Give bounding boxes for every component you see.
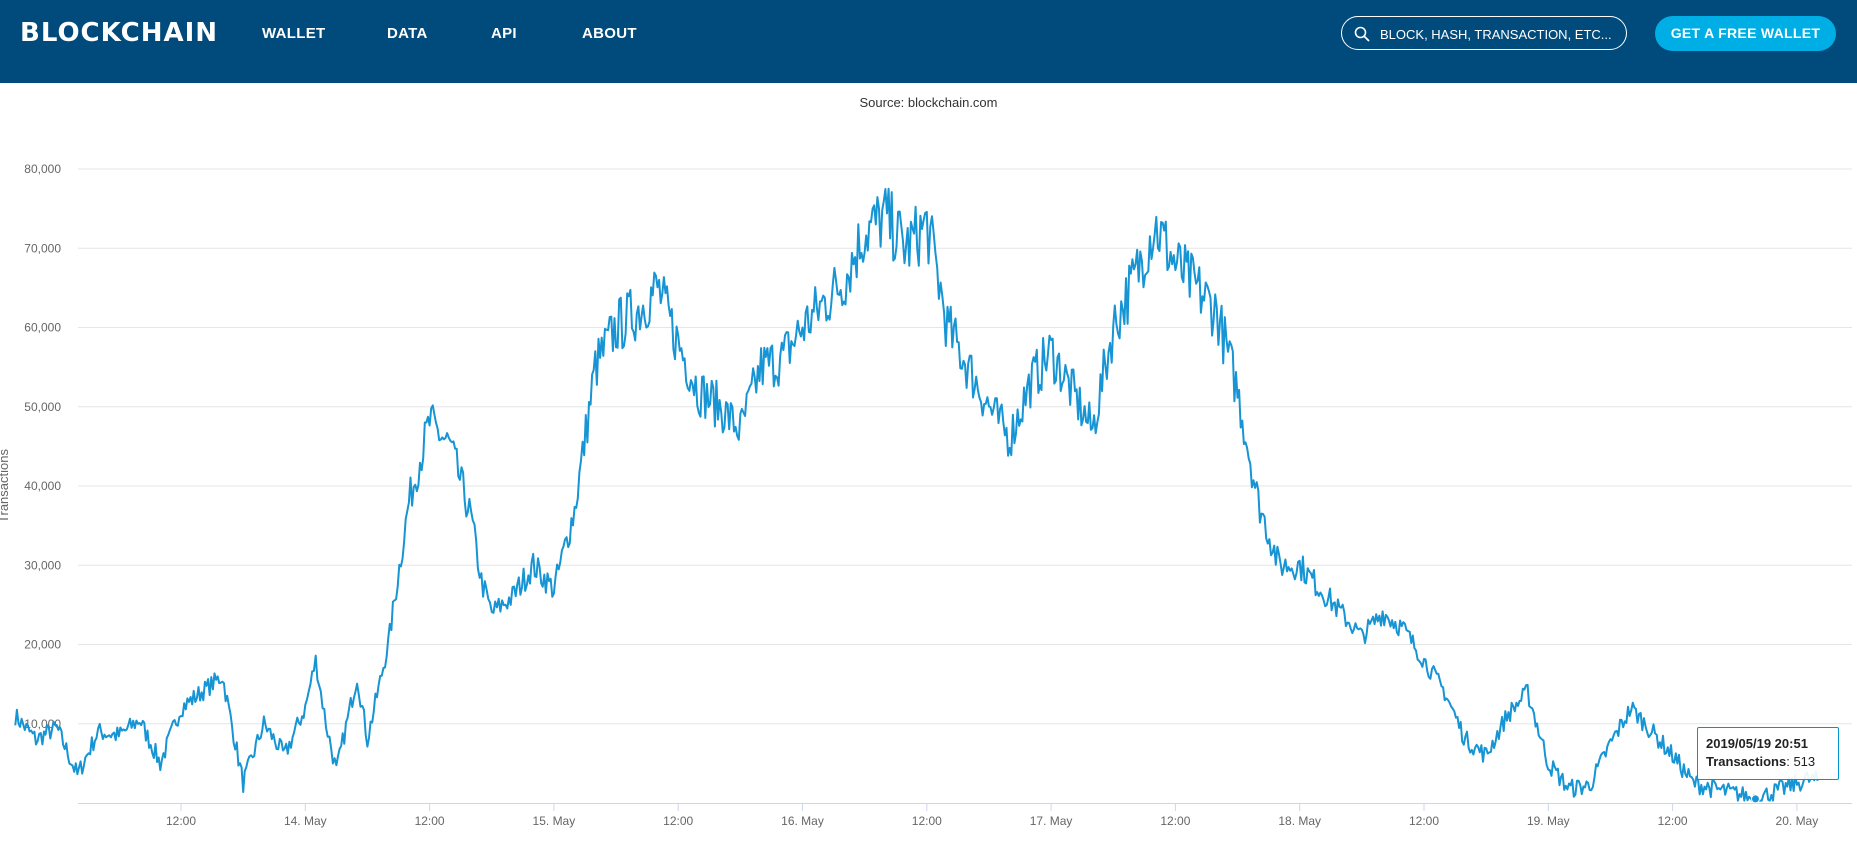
search-input[interactable] bbox=[1378, 23, 1618, 45]
x-tick-label: 19. May bbox=[1527, 814, 1570, 828]
x-tick-label: 18. May bbox=[1278, 814, 1321, 828]
get-free-wallet-button[interactable]: GET A FREE WALLET bbox=[1655, 16, 1836, 51]
search-icon bbox=[1354, 26, 1370, 42]
x-tick-label: 15. May bbox=[533, 814, 576, 828]
y-tick-label: 40,000 bbox=[24, 479, 61, 493]
nav-api[interactable]: API bbox=[491, 25, 517, 42]
x-tick-label: 17. May bbox=[1030, 814, 1073, 828]
x-tick-label: 20. May bbox=[1776, 814, 1819, 828]
y-tick-label: 70,000 bbox=[24, 241, 61, 255]
transactions-chart: 10,00020,00030,00040,00050,00060,00070,0… bbox=[0, 162, 1852, 828]
blockchain-logo[interactable]: BLOCKCHAIN bbox=[20, 18, 219, 48]
x-tick-label: 12:00 bbox=[415, 814, 445, 828]
y-tick-label: 30,000 bbox=[24, 558, 61, 572]
x-tick-label: 12:00 bbox=[912, 814, 942, 828]
grid-lines bbox=[78, 168, 1852, 725]
chart-source: Source: blockchain.com bbox=[859, 95, 998, 110]
x-tick-label: 16. May bbox=[781, 814, 824, 828]
hover-marker bbox=[1750, 794, 1760, 804]
series-layer bbox=[14, 187, 1819, 802]
nav-data[interactable]: DATA bbox=[387, 25, 428, 42]
x-tick-label: 12:00 bbox=[1658, 814, 1688, 828]
y-tick-label: 80,000 bbox=[24, 162, 61, 176]
y-tick-label: 20,000 bbox=[24, 638, 61, 652]
x-tick-label: 12:00 bbox=[1409, 814, 1439, 828]
x-tick-label: 14. May bbox=[284, 814, 327, 828]
x-tick-label: 12:00 bbox=[166, 814, 196, 828]
tooltip-date: 2019/05/19 20:51 bbox=[1706, 736, 1808, 751]
series-line-transactions[interactable] bbox=[14, 187, 1819, 802]
search-box[interactable] bbox=[1341, 16, 1627, 50]
tooltip-label: Transactions bbox=[1706, 754, 1787, 769]
nav-about[interactable]: ABOUT bbox=[582, 25, 637, 42]
y-tick-labels: 10,00020,00030,00040,00050,00060,00070,0… bbox=[24, 162, 61, 731]
data-tooltip: 2019/05/19 20:51 Transactions: 513 bbox=[1697, 727, 1839, 780]
y-axis-label: Transactions bbox=[0, 449, 11, 523]
tooltip-value: 513 bbox=[1793, 754, 1816, 769]
y-tick-label: 50,000 bbox=[24, 400, 61, 414]
nav-wallet[interactable]: WALLET bbox=[262, 25, 326, 42]
x-tick-label: 12:00 bbox=[1160, 814, 1190, 828]
top-navbar: BLOCKCHAIN WALLET DATA API ABOUT GET A F… bbox=[0, 0, 1857, 83]
x-tick-labels: 12:00 14. May 12:00 15. May 12:00 16. May 12:0… bbox=[166, 803, 1818, 828]
x-tick-label: 12:00 bbox=[663, 814, 693, 828]
y-tick-label: 60,000 bbox=[24, 321, 61, 335]
